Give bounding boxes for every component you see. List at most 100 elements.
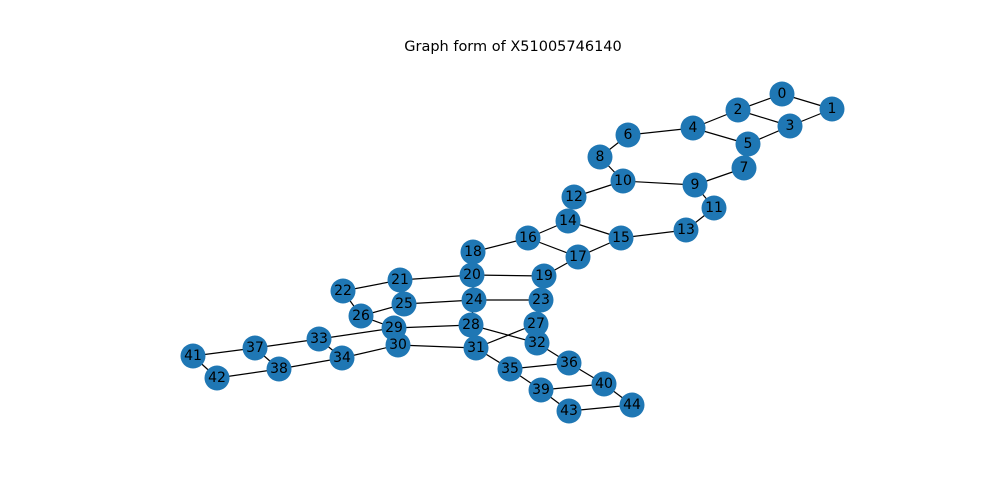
node-circle (619, 392, 645, 418)
node-label: 19 (535, 268, 553, 284)
node-circle (391, 291, 417, 317)
node-circle (735, 131, 761, 157)
edge-29-33 (318, 327, 395, 340)
node-label: 1 (828, 101, 837, 117)
node-circle (528, 287, 554, 313)
node-circle (587, 144, 613, 170)
node-circle (610, 168, 636, 194)
node-circle (777, 113, 803, 139)
node-circle (561, 184, 587, 210)
node-label: 13 (677, 222, 695, 238)
node-circle (615, 122, 641, 148)
node-circle (463, 335, 489, 361)
node-circle (180, 343, 206, 369)
node-37: 37 (242, 335, 268, 361)
node-11: 11 (701, 195, 727, 221)
node-label: 36 (560, 355, 578, 371)
node-circle (565, 244, 591, 270)
node-label: 44 (623, 397, 641, 413)
node-35: 35 (497, 356, 523, 382)
node-label: 3 (786, 118, 795, 134)
node-label: 39 (532, 382, 550, 398)
node-label: 22 (334, 283, 352, 299)
node-43: 43 (556, 398, 582, 424)
node-label: 41 (184, 348, 202, 364)
node-34: 34 (329, 345, 355, 371)
node-circle (242, 335, 268, 361)
node-15: 15 (608, 225, 634, 251)
node-label: 2 (734, 102, 743, 118)
node-circle (329, 345, 355, 371)
node-circle (458, 312, 484, 338)
node-18: 18 (460, 239, 486, 265)
node-label: 40 (595, 376, 613, 392)
node-circle (556, 350, 582, 376)
node-circle (524, 330, 550, 356)
node-1: 1 (819, 96, 845, 122)
node-21: 21 (387, 267, 413, 293)
node-label: 10 (614, 173, 632, 189)
node-44: 44 (619, 392, 645, 418)
node-circle (556, 398, 582, 424)
node-9: 9 (682, 172, 708, 198)
node-circle (819, 96, 845, 122)
node-6: 6 (615, 122, 641, 148)
node-label: 11 (705, 200, 723, 216)
node-16: 16 (515, 225, 541, 251)
node-circle (497, 356, 523, 382)
node-label: 5 (744, 136, 753, 152)
node-label: 33 (310, 331, 328, 347)
node-2: 2 (725, 97, 751, 123)
node-label: 18 (464, 244, 482, 260)
node-42: 42 (204, 365, 230, 391)
node-label: 26 (352, 308, 370, 324)
node-36: 36 (556, 350, 582, 376)
node-26: 26 (348, 303, 374, 329)
node-label: 27 (527, 316, 545, 332)
node-14: 14 (555, 208, 581, 234)
node-label: 24 (465, 292, 483, 308)
node-label: 7 (740, 160, 749, 176)
node-3: 3 (777, 113, 803, 139)
node-label: 31 (467, 340, 485, 356)
node-circle (682, 172, 708, 198)
node-label: 6 (624, 127, 633, 143)
node-circle (701, 195, 727, 221)
node-circle (680, 115, 706, 141)
node-label: 15 (612, 230, 630, 246)
node-label: 8 (596, 149, 605, 165)
node-circle (531, 263, 557, 289)
node-circle (725, 97, 751, 123)
node-8: 8 (587, 144, 613, 170)
node-label: 35 (501, 361, 519, 377)
node-10: 10 (610, 168, 636, 194)
node-label: 34 (333, 350, 351, 366)
node-label: 16 (519, 230, 537, 246)
node-label: 17 (569, 249, 587, 265)
node-19: 19 (531, 263, 557, 289)
node-39: 39 (528, 377, 554, 403)
node-circle (461, 287, 487, 313)
node-label: 42 (208, 370, 226, 386)
node-20: 20 (459, 262, 485, 288)
node-label: 43 (560, 403, 578, 419)
node-circle (608, 225, 634, 251)
node-label: 20 (463, 267, 481, 283)
node-label: 38 (270, 361, 288, 377)
node-circle (731, 155, 757, 181)
node-label: 29 (385, 320, 403, 336)
node-label: 37 (246, 340, 264, 356)
node-circle (515, 225, 541, 251)
node-circle (348, 303, 374, 329)
node-circle (387, 267, 413, 293)
node-label: 0 (778, 86, 787, 102)
node-33: 33 (306, 326, 332, 352)
node-circle (204, 365, 230, 391)
node-label: 32 (528, 335, 546, 351)
edge-28-29 (393, 324, 472, 329)
node-circle (385, 332, 411, 358)
node-label: 14 (559, 213, 577, 229)
node-38: 38 (266, 356, 292, 382)
node-label: 9 (691, 177, 700, 193)
